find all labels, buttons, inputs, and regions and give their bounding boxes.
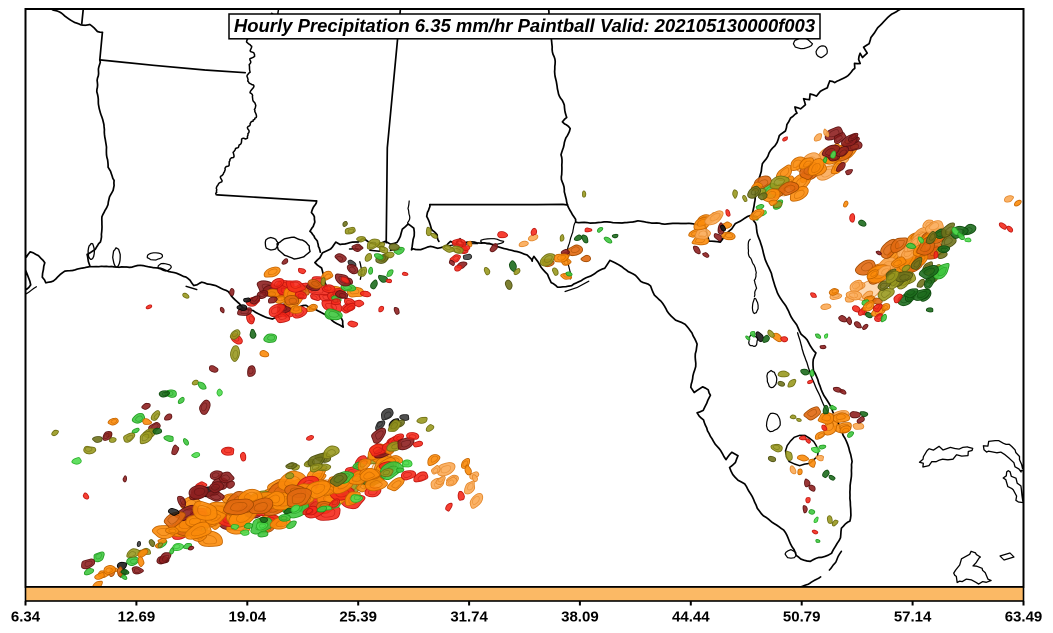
svg-text:38.09: 38.09 — [561, 609, 599, 626]
svg-text:6.34: 6.34 — [11, 609, 41, 626]
svg-text:50.79: 50.79 — [783, 609, 821, 626]
svg-text:25.39: 25.39 — [339, 609, 377, 626]
svg-text:31.74: 31.74 — [450, 609, 488, 626]
svg-text:19.04: 19.04 — [229, 609, 267, 626]
svg-text:63.49: 63.49 — [1005, 609, 1043, 626]
svg-text:Hourly Precipitation 6.35 mm/h: Hourly Precipitation 6.35 mm/hr Paintbal… — [234, 15, 816, 36]
svg-text:12.69: 12.69 — [118, 609, 156, 626]
svg-text:57.14: 57.14 — [894, 609, 932, 626]
svg-text:44.44: 44.44 — [672, 609, 710, 626]
